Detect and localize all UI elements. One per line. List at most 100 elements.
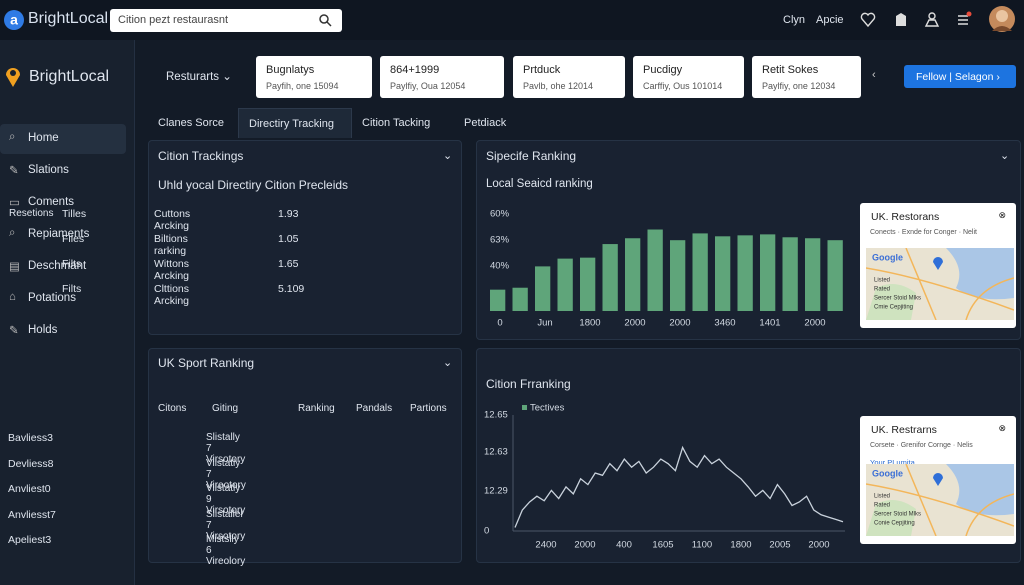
bar [670,240,686,311]
header-link[interactable]: Apcie [816,14,844,26]
avatar[interactable] [988,5,1016,33]
column-header: Citons [158,403,187,414]
cell: 1.05 [278,233,299,245]
legend-swatch [522,405,527,410]
bar [805,238,821,311]
nav-item[interactable]: ⌕ Repiaments [0,220,126,250]
map: Google Listed Rated Sercer Stoid Mlks Conie … [866,464,1014,536]
map-water [946,464,1014,516]
header-icons[interactable] [860,11,980,29]
map-pin [933,257,943,270]
card-title: Bugnlatys [266,64,315,76]
collapse[interactable]: ⌄ [1000,150,1010,162]
header-link[interactable]: Clyn [783,14,806,26]
bar [782,237,798,311]
tab[interactable]: Cition Tacking [362,117,431,129]
x-axis-label: 2400 [535,540,556,551]
y-axis-label: 60% [490,209,510,220]
search-icon[interactable] [318,13,332,27]
map-title: UK. Restorans [871,211,940,223]
map-legend: Conie Cepjiting [874,521,915,527]
nav-item[interactable]: ✎ Holds [0,316,126,346]
uk-sport-panel [148,348,462,563]
nav-item[interactable]: ⌕ Home [0,124,126,154]
nav-item[interactable]: ✎ Slations [0,156,126,186]
bar [557,258,573,311]
cell: Vilstatly 9 Virsotory [206,483,246,516]
panel-title: UK Sport Ranking [158,356,255,370]
search-box[interactable]: Cition pezt restaurasnt [110,9,342,32]
bar [692,233,708,311]
location-card[interactable]: Pucdigy Carffiy, Ous 101014 [633,56,744,98]
collapse[interactable]: ⌄ [443,357,453,369]
cell: 5.109 [278,283,305,295]
x-axis-label: 2000 [574,540,595,551]
y-axis-label: 0 [484,526,489,537]
map-card[interactable]: UK. Restrarns ⊗ Corsete · Grenifor Cornge … [860,416,1016,544]
location-card[interactable]: Prtduck Pavlb, ohe 12014 [513,56,625,98]
cell: Filts [62,258,82,270]
tab[interactable]: Clanes Sorce [158,117,225,129]
nav-label: Deschmant [28,260,87,272]
follow-button[interactable]: Fellow | Selagon › [904,65,1016,88]
nav-item[interactable]: ▤ Deschmant [0,252,126,282]
panel-subtitle: Uhld yocal Directiry Cition Precleids [158,178,349,192]
cell: Biltions rarking [154,233,188,257]
card-sub: Payfih, one 15094 [266,81,339,91]
nav-icon: ⌕ [9,227,16,239]
cell: Apeliest3 [8,534,52,546]
dropdown-label: Resturarts [166,71,220,83]
prev-arrow[interactable]: ‹ [872,69,876,81]
brand-pin [6,68,20,87]
line-series [514,445,844,528]
y-axis-label: 12.63 [484,447,508,458]
bar [602,244,618,311]
cell: Cuttons Arcking [154,208,191,232]
cell: Bavliess3 [8,432,53,444]
card-title: Retit Sokes [762,64,819,76]
column-header: Partions [410,403,447,414]
map-park [866,500,916,536]
y-axis-label: 63% [490,235,510,246]
map-sub: Your PLumita [870,458,915,467]
cell: Devliess8 [8,457,54,470]
y-axis-label: 12.29 [484,486,508,497]
map-legend: Rated [874,287,890,293]
cell: Clttions Arcking [154,283,190,307]
nav-icon: ▭ [9,197,20,209]
card-title: 864+1999 [390,64,440,76]
nav-icon: ⌂ [9,291,16,303]
map: Google Listed Rated Sercer Stoid Mlks Cmie C… [866,248,1014,320]
nav-label: Potations [28,292,76,304]
button-label: Fellow | Selagon [916,71,994,83]
location-card[interactable]: Retit Sokes Paylfiy, one 12034 [752,56,861,98]
nav-item[interactable]: ⌂ Potations [0,284,126,314]
bar [512,287,528,311]
y-axis-label: 40% [490,261,510,272]
map-brand: Google [872,252,903,262]
nav-item[interactable]: ▭ Coments [0,188,126,218]
location-card[interactable]: 864+1999 Paylfiy, Oua 12054 [380,56,504,98]
x-axis-label: 1605 [652,540,673,551]
cell: Files [62,233,85,245]
card-sub: Pavlb, ohe 12014 [523,81,594,91]
bar [535,266,551,311]
tab[interactable]: Petdiack [464,117,507,129]
tab[interactable]: Directiry Tracking [238,108,352,138]
x-axis-label: 1100 [692,540,712,551]
cell: Vilstatly 7 Vireotory [206,457,246,491]
nav-icon: ✎ [9,325,19,337]
dropdown[interactable]: Resturarts ⌄ [166,71,232,83]
bar [715,236,731,311]
location-card[interactable]: Bugnlatys Payfih, one 15094 [256,56,372,98]
nav-label: Coments [28,196,75,208]
collapse[interactable]: ⌄ [443,150,453,162]
bar [737,235,753,311]
row-label: Resetions [9,208,54,219]
card-sub: Carffiy, Ous 101014 [643,81,723,91]
x-axis-label: 0 [497,318,502,329]
map-road [866,464,1014,536]
panel-title: Cition Frranking [486,377,571,391]
x-axis-label: 2005 [769,540,790,551]
map-card[interactable]: UK. Restorans ⊗ Conects · Exnde for Conger… [860,203,1016,328]
